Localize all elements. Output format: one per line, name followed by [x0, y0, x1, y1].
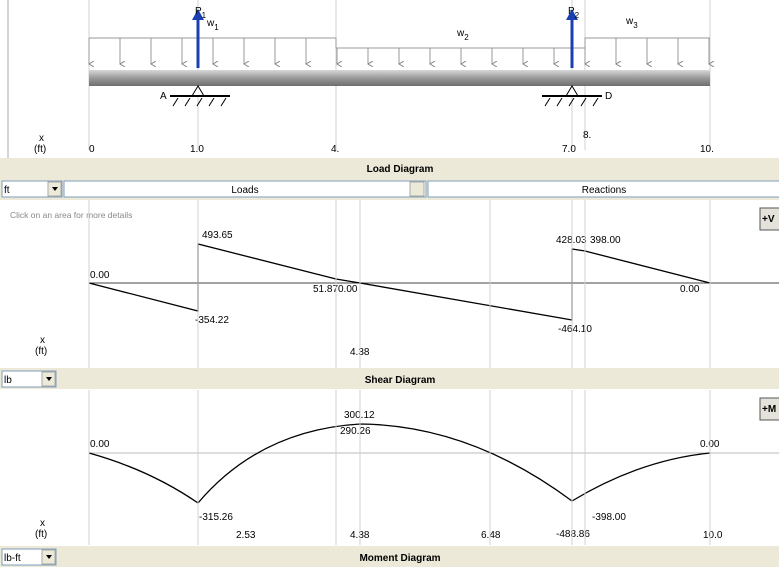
dropdown-button[interactable] [409, 181, 425, 197]
axis-label: x [40, 335, 45, 346]
title-bar [0, 158, 779, 178]
title-bar [0, 368, 779, 389]
support-label: A [160, 91, 167, 102]
value-label: 0.00 [90, 439, 110, 450]
x-tick-label: 2.53 [236, 530, 256, 541]
button-label[interactable]: +V [762, 214, 775, 225]
value-label: 398.00 [590, 235, 621, 246]
x-tick-label: 10.0 [703, 530, 723, 541]
index: 1 [214, 23, 219, 32]
hint: Click on an area for more details [10, 210, 132, 220]
x-tick-label: 10. [700, 144, 714, 155]
axis-label: x [39, 133, 44, 144]
symbol: w [206, 18, 215, 29]
load-label: w3 [625, 16, 638, 30]
value-label: 0.00 [90, 270, 110, 281]
index: 3 [633, 21, 638, 30]
x-tick-label: 4. [331, 144, 339, 155]
x-tick-label: 7.0 [562, 144, 576, 155]
moment-curve [88, 423, 711, 504]
field-label[interactable]: Loads [231, 185, 258, 196]
axis-label: x [40, 518, 45, 529]
dropdown-arrow[interactable] [52, 187, 58, 191]
value-label: 0.00 [338, 284, 358, 295]
value-label: -488.86 [556, 529, 590, 540]
button[interactable] [759, 397, 779, 421]
arrow-head [566, 9, 578, 20]
dropdown-label[interactable]: ft [4, 185, 10, 196]
load-label: P1 [195, 6, 207, 20]
symbol: P [195, 6, 202, 17]
symbol: P [568, 6, 575, 17]
index: 2 [575, 11, 580, 20]
dropdown-label[interactable]: lb-ft [4, 553, 21, 564]
panel-title: Moment Diagram [359, 553, 440, 564]
field-label[interactable]: Reactions [582, 185, 626, 196]
axis-ticks: 0 1.0 4. 7.0 8. 10. [89, 130, 714, 155]
value-label: -315.26 [199, 512, 233, 523]
index: 2 [464, 33, 469, 42]
value-label: -464.10 [558, 324, 592, 335]
dropdown-arrow[interactable] [46, 555, 52, 559]
field[interactable] [63, 180, 427, 198]
button-label[interactable]: +M [762, 404, 776, 415]
hatching [544, 97, 599, 107]
x-tick-label: 8. [583, 130, 591, 141]
load-label: w1 [206, 18, 219, 32]
axis-unit: (ft) [34, 144, 46, 155]
load-diagram: A D P1 w1 w2 P2 w3 x (ft) 0 1.0 4. 7.08.10. [34, 0, 714, 155]
axis-unit: (ft) [35, 346, 47, 357]
value-label: -398.00 [592, 512, 626, 523]
x-tick-label: 1.0 [190, 144, 204, 155]
dropdown[interactable] [1, 180, 63, 198]
value-label: 0.00 [680, 284, 700, 295]
symbol: w [456, 28, 465, 39]
value-label: 51.87 [313, 284, 338, 295]
symbol: w [625, 16, 634, 27]
support-label: D [605, 91, 612, 102]
x-tick-label: 6.48 [481, 530, 501, 541]
field[interactable] [427, 180, 779, 198]
dropdown-label[interactable]: lb [4, 375, 12, 386]
title-bar [0, 546, 779, 567]
dropdown-arrow[interactable] [46, 377, 52, 381]
arrow-head [192, 9, 204, 20]
value-label: 290.26 [340, 426, 371, 437]
load-label: w2 [456, 28, 469, 42]
panel-title: Shear Diagram [365, 375, 436, 386]
panel-title: Load Diagram [367, 164, 434, 175]
value-label: -354.22 [195, 315, 229, 326]
panels: Load Diagram ft Loads Reactions lb Shear Diag… [0, 158, 779, 567]
load-label: P2 [568, 6, 580, 20]
axis-unit: (ft) [35, 529, 47, 540]
value-label: 493.65 [202, 230, 233, 241]
hatching [172, 97, 227, 107]
button[interactable] [759, 207, 779, 231]
load-arrows [89, 38, 709, 64]
beam [89, 70, 710, 86]
index: 1 [202, 11, 207, 20]
x-tick-label: 0 [89, 144, 95, 155]
